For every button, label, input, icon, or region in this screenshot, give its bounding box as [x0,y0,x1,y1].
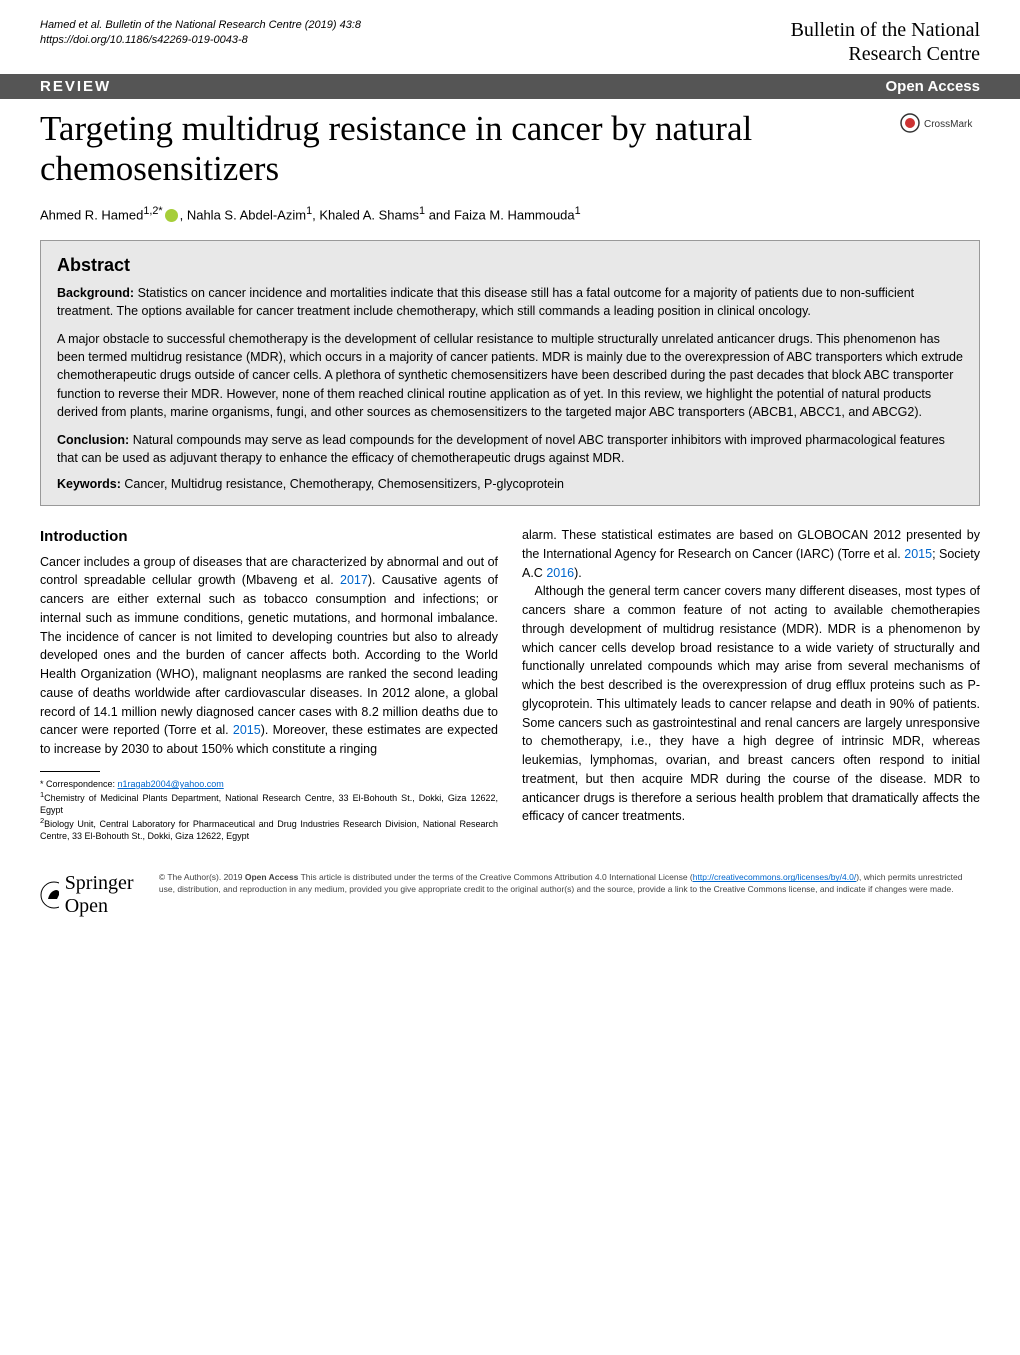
affiliation-1: 1Chemistry of Medicinal Plants Departmen… [40,790,498,816]
review-bar: REVIEW Open Access [0,74,1020,99]
correspondence-label: * Correspondence: [40,779,118,789]
article-title: Targeting multidrug resistance in cancer… [40,109,890,190]
author-sep-2: , Khaled A. Shams [312,207,419,222]
correspondence-email[interactable]: n1ragab2004@yahoo.com [118,779,224,789]
citation-line1: Hamed et al. Bulletin of the National Re… [40,18,361,33]
author-sep-3: and Faiza M. Hammouda [425,207,575,222]
license-text: © The Author(s). 2019 Open Access This a… [159,872,980,895]
authors: Ahmed R. Hamed1,2* , Nahla S. Abdel-Azim 1… [0,195,1020,240]
open-access-label: Open Access [886,78,981,95]
citation-info: Hamed et al. Bulletin of the National Re… [40,18,361,49]
introduction-heading: Introduction [40,526,498,549]
keywords: Keywords: Cancer, Multidrug resistance, … [57,477,963,491]
crossmark-text: CrossMark [924,119,973,130]
review-label: REVIEW [40,78,111,95]
abstract-background-p2: A major obstacle to successful chemother… [57,330,963,421]
intro-col2-p1c: ). [574,566,582,580]
correspondence-line: * Correspondence: n1ragab2004@yahoo.com [40,778,498,790]
year-ref-2015b[interactable]: 2015 [904,547,932,561]
footnotes: * Correspondence: n1ragab2004@yahoo.com … [40,778,498,843]
license-text-1: This article is distributed under the te… [298,872,692,882]
license-pre: © The Author(s). 2019 [159,872,245,882]
journal-line1: Bulletin of the National [791,18,980,42]
journal-name: Bulletin of the National Research Centre [791,18,980,66]
column-left: Introduction Cancer includes a group of … [40,526,498,842]
springer-text: Springer Open [65,872,143,918]
background-text-1: Statistics on cancer incidence and morta… [57,286,914,318]
crossmark-badge[interactable]: CrossMark [900,113,980,140]
affiliation-2: 2Biology Unit, Central Laboratory for Ph… [40,816,498,842]
keywords-label: Keywords: [57,477,121,491]
author-1-sup: 1,2* [143,205,162,217]
background-label: Background: [57,286,134,300]
springer-open-logo[interactable]: Springer Open [40,872,143,918]
column-right: alarm. These statistical estimates are b… [522,526,980,842]
aff2-text: Biology Unit, Central Laboratory for Pha… [40,819,498,841]
conclusion-label: Conclusion: [57,433,129,447]
header: Hamed et al. Bulletin of the National Re… [0,0,1020,74]
title-row: Targeting multidrug resistance in cancer… [0,99,1020,195]
abstract-box: Abstract Background: Statistics on cance… [40,240,980,506]
year-ref-2016[interactable]: 2016 [546,566,574,580]
footnote-separator [40,771,100,772]
springer-horse-icon [40,881,59,909]
year-ref-2017[interactable]: 2017 [340,573,368,587]
license-bold: Open Access [245,872,299,882]
body-columns: Introduction Cancer includes a group of … [0,526,1020,862]
conclusion-text: Natural compounds may serve as lead comp… [57,433,945,465]
crossmark-icon: CrossMark [900,113,980,135]
citation-line2: https://doi.org/10.1186/s42269-019-0043-… [40,33,361,48]
license-url[interactable]: http://creativecommons.org/licenses/by/4… [693,872,856,882]
intro-paragraph-2: Although the general term cancer covers … [522,582,980,826]
abstract-heading: Abstract [57,255,963,276]
intro-p1-b: ). Causative agents of cancers are eithe… [40,573,498,737]
intro-paragraph-1-cont: alarm. These statistical estimates are b… [522,526,980,582]
orcid-icon[interactable] [165,209,178,222]
intro-paragraph-1: Cancer includes a group of diseases that… [40,553,498,759]
year-ref-2015a[interactable]: 2015 [233,723,261,737]
footer: Springer Open © The Author(s). 2019 Open… [0,862,1020,938]
journal-line2: Research Centre [791,42,980,66]
keywords-text: Cancer, Multidrug resistance, Chemothera… [121,477,564,491]
aff1-text: Chemistry of Medicinal Plants Department… [40,793,498,815]
springer-word: Springer [65,872,134,894]
open-word: Open [65,895,108,917]
author-sep-1: , Nahla S. Abdel-Azim [180,207,306,222]
author-4-sup: 1 [575,205,581,217]
abstract-conclusion: Conclusion: Natural compounds may serve … [57,431,963,467]
author-1: Ahmed R. Hamed [40,207,143,222]
abstract-background: Background: Statistics on cancer inciden… [57,284,963,320]
